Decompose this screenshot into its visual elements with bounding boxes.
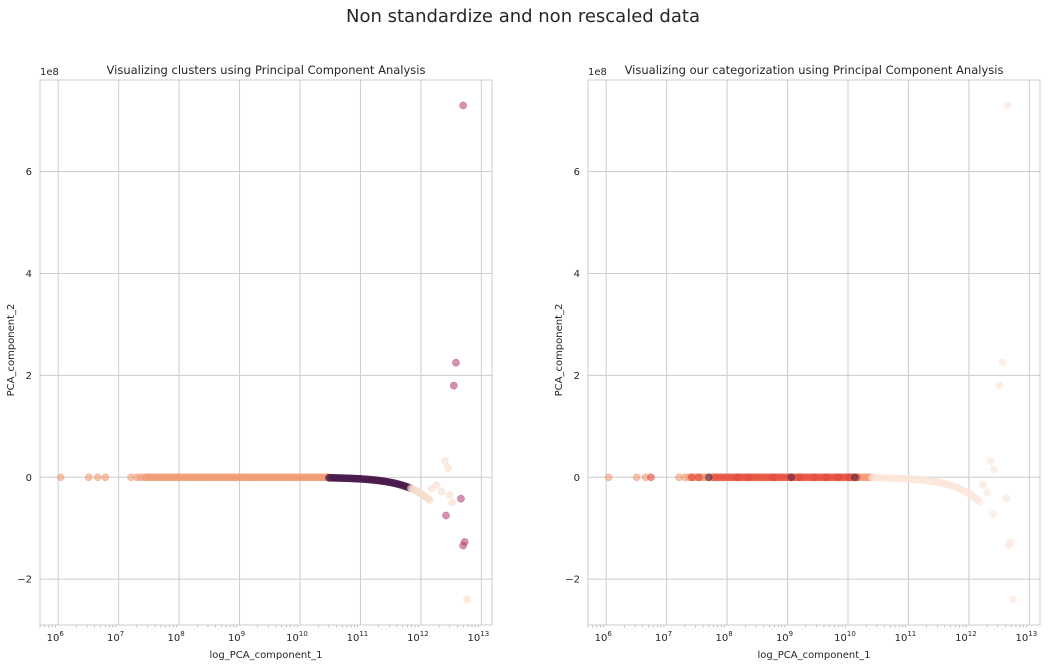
left-x-tick-label: 1012 [407,630,429,644]
right-chart-title: Visualizing our categorization using Pri… [625,63,1004,77]
left-scatter-point [437,487,446,496]
right-scatter-point [851,473,859,482]
right-scatter-point [995,381,1004,390]
right-x-tick-label: 108 [715,630,732,644]
left-scatter-point [101,473,110,482]
right-points [604,101,1017,604]
right-scatter-point [687,473,696,482]
left-plot-frame [39,79,493,626]
left-scatter-point [445,491,454,499]
right-y-tick-label: 6 [574,167,580,178]
left-scatter-point [425,496,434,504]
left-y-tick-label: 6 [26,167,32,178]
right-x-axis-label: log_PCA_component_1 [757,650,870,661]
left-scatter-point [56,473,65,482]
right-scatter-point [769,473,778,482]
right-x-tick-label: 1012 [955,630,977,644]
left-scatter-point [449,381,458,390]
left-x-tick-label: 108 [167,630,184,644]
right-scatter-point [787,473,796,482]
right-scatter-point [983,488,991,497]
right-x-tick-label: 1013 [1016,630,1038,644]
right-scatter-point [632,473,641,482]
left-scatter-point [463,595,471,604]
right-scatter-point [604,473,613,482]
right-scatter-point [998,358,1007,367]
right-scatter-point [822,473,831,482]
right-x-tick-label: 107 [655,630,672,644]
right-scatter-point [647,473,655,482]
left-scatter-point [427,484,436,493]
right-y-tick-label: 0 [574,473,580,484]
left-x-tick-label: 106 [47,630,65,644]
left-scatter-point [457,494,465,503]
right-scatter-point [834,473,843,482]
right-scatter-point [745,473,753,482]
left-y-tick-label: 2 [26,371,32,382]
left-y-axis-label: PCA_component_2 [6,304,17,397]
right-scatter-point [990,465,998,474]
left-chart-title: Visualizing clusters using Principal Com… [107,63,426,77]
left-scatter-point [441,457,449,465]
right-x-tick-label: 1010 [834,630,856,644]
left-scatter-point [136,473,145,482]
left-x-axis-label: log_PCA_component_1 [209,650,322,661]
left-y-tick-label: 0 [26,473,32,484]
right-scatter-point [733,473,742,482]
right-scatter-point [810,473,819,482]
left-points [56,101,471,604]
left-scatter-point [444,464,452,472]
right-scatter-point [705,473,713,482]
right-scatter-point [986,457,995,465]
left-scatter-point [459,541,468,550]
left-scatter-point [84,473,93,482]
right-y-tick-label: −2 [565,575,580,586]
right-scatter-point [978,481,987,489]
left-scatter-point [442,511,450,520]
right-y-tick-label: 2 [574,371,580,382]
right-x-tick-label: 109 [776,630,793,644]
right-x-tick-label: 1011 [895,630,917,644]
right-scatter-panel: Visualizing our categorization using Pri… [554,63,1041,661]
right-scatter-point [796,473,804,482]
right-y-axis-label: PCA_component_2 [554,304,565,397]
left-x-tick-label: 1013 [468,630,490,644]
figure-suptitle: Non standardize and non rescaled data [346,6,700,27]
right-plot-frame [587,79,1041,626]
right-x-tick-label: 106 [595,630,613,644]
left-y-offset-label: 1e8 [40,67,59,78]
right-scatter-point [680,473,689,482]
right-scatter-point [1004,541,1013,550]
right-scatter-point [1008,595,1017,604]
left-scatter-panel: Visualizing clusters using Principal Com… [6,63,493,661]
left-scatter-point [459,101,468,110]
right-scatter-point [975,497,984,506]
left-x-tick-label: 1010 [286,630,308,644]
left-scatter-point [448,498,457,507]
right-scatter-point [1003,101,1012,110]
left-scatter-point [452,358,460,367]
left-x-tick-label: 107 [107,630,124,644]
right-scatter-point [694,473,703,482]
left-y-tick-label: −2 [17,575,32,586]
left-x-tick-label: 1011 [347,630,369,644]
right-scatter-point [1002,494,1011,503]
left-x-tick-label: 109 [228,630,245,644]
right-y-offset-label: 1e8 [588,67,607,78]
left-y-tick-label: 4 [26,269,32,280]
right-y-tick-label: 4 [574,269,580,280]
right-scatter-point [989,510,997,518]
left-scatter-point [93,473,102,482]
